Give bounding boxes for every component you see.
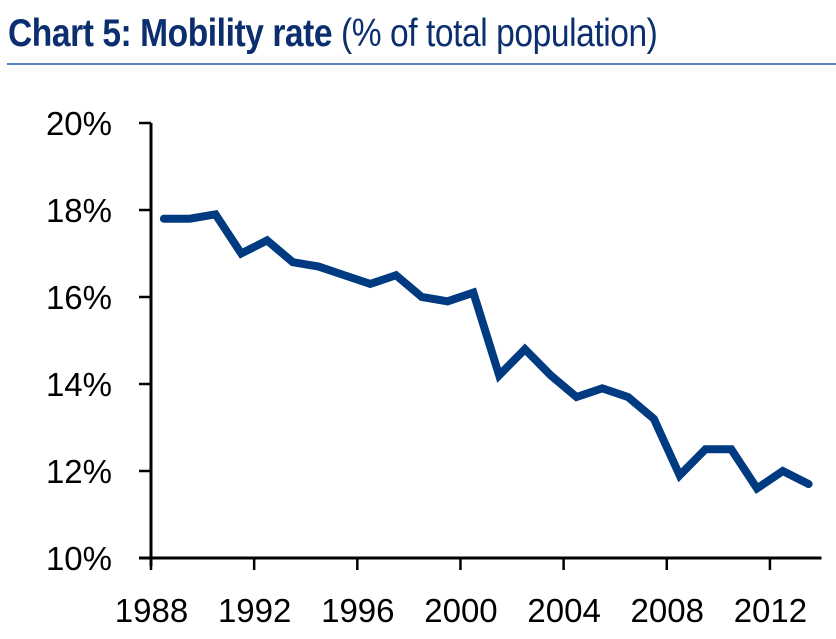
chart-title-subtitle: (% of total population) bbox=[341, 12, 658, 55]
x-tick-label: 1992 bbox=[218, 592, 291, 629]
y-tick-label: 16% bbox=[46, 279, 112, 316]
x-tick-label: 1996 bbox=[321, 592, 394, 629]
chart-title: Chart 5: Mobility rate (% of total popul… bbox=[8, 10, 658, 58]
x-tick-label: 2012 bbox=[734, 592, 807, 629]
x-tick-label: 2000 bbox=[424, 592, 497, 629]
y-tick-label: 18% bbox=[46, 192, 112, 229]
x-tick-label: 1988 bbox=[115, 592, 188, 629]
series-line-mobility-rate bbox=[159, 209, 813, 494]
chart-title-bold: Chart 5: Mobility rate bbox=[8, 12, 333, 55]
y-tick-label: 14% bbox=[46, 366, 112, 403]
x-tick-label: 2004 bbox=[527, 592, 600, 629]
axes: 10% 12% 14% 16% 18% 20% 1988 1992 1996 2000 2004 20… bbox=[46, 105, 822, 629]
y-tick-label: 10% bbox=[46, 540, 112, 577]
y-tick-label: 12% bbox=[46, 453, 112, 490]
y-tick-label: 20% bbox=[46, 105, 112, 142]
x-tick-label: 2008 bbox=[631, 592, 704, 629]
title-underline bbox=[7, 63, 836, 65]
series-group bbox=[159, 209, 813, 494]
